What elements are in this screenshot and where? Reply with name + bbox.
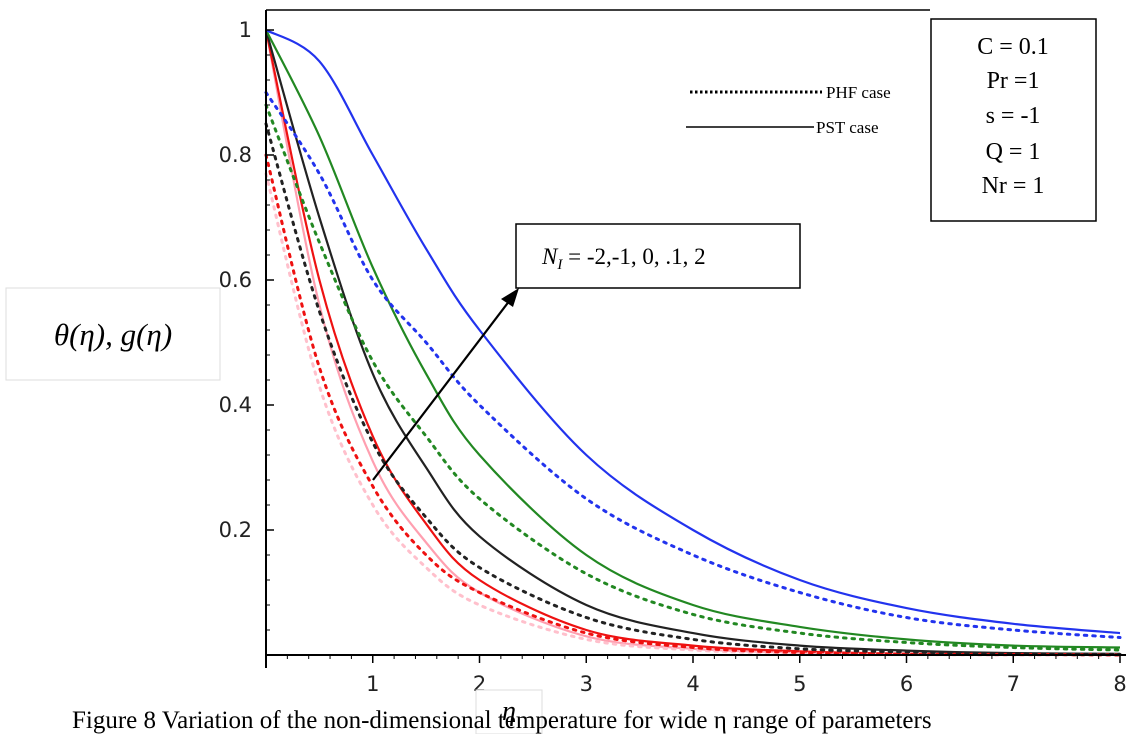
y-tick-label-3: 0.8: [219, 143, 252, 167]
y-tick-group: 0.2 0.4 0.6 0.8 1: [219, 18, 274, 631]
param-c: C = 0.1: [977, 34, 1049, 60]
phf-curve-8: [264, 103, 1122, 652]
annotation-text: NI = -2,-1, 0, .1, 2: [541, 244, 706, 273]
y-axis-label-frame: [5, 287, 221, 381]
x-tick-label-7: 8: [1113, 672, 1126, 696]
annotation-values: = -2,-1, 0, .1, 2: [562, 244, 705, 269]
x-tick-label-3: 4: [686, 672, 699, 696]
annotation-subscript: I: [556, 257, 563, 273]
annotation-box-frame: [515, 223, 801, 289]
y-tick-label-0: 0.2: [219, 518, 252, 542]
x-tick-label-0: 1: [366, 672, 379, 696]
y-axis-label-text: θ(η), g(η): [54, 317, 172, 352]
annotation-box: NI = -2,-1, 0, .1, 2: [515, 223, 801, 289]
y-tick-label-4: 1: [239, 18, 252, 42]
x-axis-label-text: η: [502, 696, 516, 727]
x-tick-label-5: 6: [900, 672, 913, 696]
trend-arrow-head: [501, 288, 519, 307]
legend-phf-label: PHF case: [826, 83, 891, 102]
phf-curve-9: [264, 91, 1122, 639]
trend-arrow-shaft: [372, 299, 511, 481]
x-tick-label-2: 3: [580, 672, 593, 696]
y-axis-label: θ(η), g(η): [5, 287, 221, 381]
legend-pst-label: PST case: [816, 118, 879, 137]
figure-caption: Figure 8 Variation of the non-dimensiona…: [72, 707, 932, 734]
y-tick-label-2: 0.6: [219, 268, 252, 292]
pst-curve-3: [265, 29, 1121, 649]
annotation-n: N: [541, 244, 559, 269]
param-q: Q = 1: [986, 139, 1041, 165]
parameter-box-frame: [930, 18, 1097, 222]
x-axis-label-frame: [475, 689, 543, 734]
phf-curve-7: [264, 122, 1122, 656]
parameter-box: C = 0.1 Pr =1 s = -1 Q = 1 Nr = 1: [930, 18, 1097, 222]
x-tick-label-6: 7: [1007, 672, 1020, 696]
param-pr: Pr =1: [987, 68, 1040, 94]
pst-curve-4: [265, 29, 1121, 635]
legend: PHF case PST case: [686, 83, 891, 137]
x-axis-label: η: [475, 689, 543, 734]
param-nr: Nr = 1: [982, 173, 1045, 199]
y-tick-label-1: 0.4: [219, 393, 252, 417]
x-tick-label-4: 5: [793, 672, 806, 696]
param-s: s = -1: [986, 103, 1041, 129]
trend-arrow: [372, 288, 519, 481]
